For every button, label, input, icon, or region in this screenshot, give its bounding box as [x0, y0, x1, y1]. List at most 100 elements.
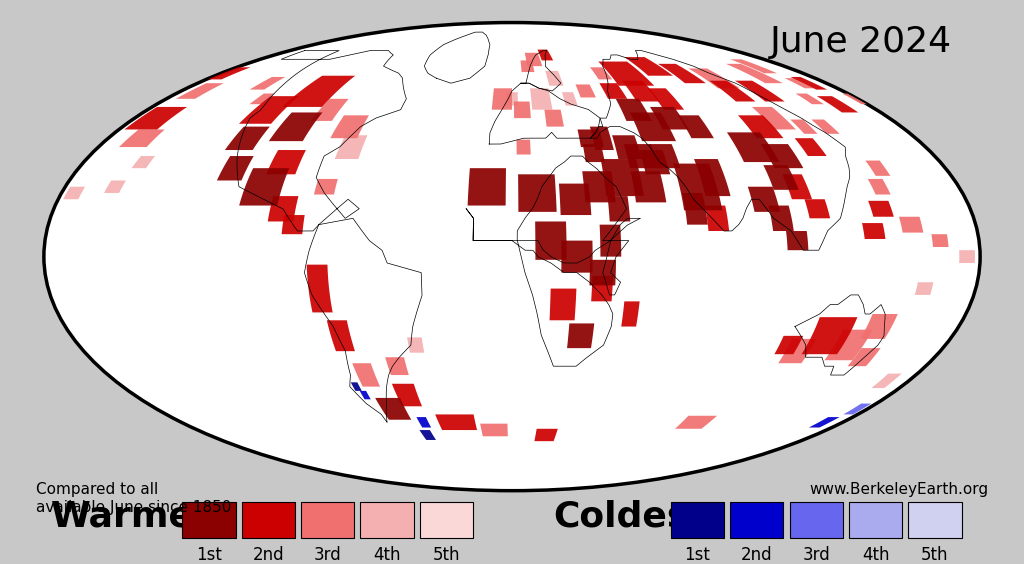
Text: 2nd: 2nd [253, 546, 284, 564]
Polygon shape [351, 382, 361, 391]
Polygon shape [784, 78, 815, 89]
Polygon shape [805, 199, 830, 218]
Polygon shape [848, 348, 881, 366]
FancyBboxPatch shape [182, 502, 236, 538]
Polygon shape [535, 429, 558, 441]
Polygon shape [809, 417, 840, 428]
Polygon shape [811, 120, 840, 134]
Polygon shape [774, 336, 803, 354]
Text: 5th: 5th [922, 546, 948, 564]
Polygon shape [567, 323, 594, 348]
Polygon shape [590, 126, 613, 150]
Polygon shape [612, 135, 642, 159]
Polygon shape [545, 71, 563, 86]
Polygon shape [630, 112, 676, 141]
Polygon shape [778, 339, 816, 363]
Polygon shape [590, 67, 612, 80]
Polygon shape [518, 174, 557, 212]
Polygon shape [639, 150, 671, 174]
Text: 1st: 1st [196, 546, 222, 564]
Polygon shape [435, 415, 477, 430]
Polygon shape [817, 96, 858, 112]
Polygon shape [738, 115, 783, 138]
Polygon shape [217, 156, 254, 180]
Polygon shape [385, 357, 409, 375]
Polygon shape [678, 115, 714, 138]
Polygon shape [768, 205, 794, 231]
FancyBboxPatch shape [301, 502, 354, 538]
Polygon shape [375, 398, 412, 420]
Polygon shape [647, 89, 684, 109]
Polygon shape [266, 150, 306, 174]
Polygon shape [119, 130, 165, 147]
Polygon shape [468, 168, 506, 205]
Polygon shape [842, 94, 867, 104]
Polygon shape [131, 156, 155, 168]
Polygon shape [624, 144, 658, 168]
Polygon shape [306, 265, 333, 312]
Polygon shape [688, 68, 739, 89]
Polygon shape [752, 107, 796, 130]
Polygon shape [598, 61, 654, 86]
Polygon shape [545, 109, 564, 126]
Polygon shape [125, 107, 187, 130]
Polygon shape [748, 187, 780, 212]
Polygon shape [562, 92, 578, 105]
Text: Coldest: Coldest [553, 499, 706, 534]
Polygon shape [550, 289, 577, 320]
Polygon shape [559, 184, 591, 215]
Polygon shape [480, 424, 508, 437]
Polygon shape [622, 81, 660, 102]
FancyBboxPatch shape [908, 502, 962, 538]
Text: Warmest: Warmest [51, 499, 233, 534]
FancyBboxPatch shape [849, 502, 902, 538]
Polygon shape [583, 144, 605, 162]
Polygon shape [650, 107, 689, 130]
Polygon shape [516, 140, 530, 155]
Polygon shape [782, 174, 812, 199]
Polygon shape [392, 384, 422, 406]
Polygon shape [601, 159, 644, 196]
Polygon shape [282, 76, 355, 107]
Polygon shape [631, 171, 667, 202]
Polygon shape [240, 168, 289, 205]
Polygon shape [710, 81, 756, 102]
Polygon shape [63, 187, 85, 199]
Polygon shape [514, 102, 530, 118]
Polygon shape [575, 85, 596, 98]
Polygon shape [310, 99, 349, 121]
Polygon shape [176, 83, 224, 99]
Polygon shape [208, 67, 251, 80]
Polygon shape [331, 115, 369, 138]
Polygon shape [860, 314, 898, 339]
FancyBboxPatch shape [242, 502, 295, 538]
Polygon shape [862, 223, 886, 239]
Polygon shape [871, 373, 902, 388]
FancyBboxPatch shape [420, 502, 473, 538]
Polygon shape [239, 96, 299, 124]
Polygon shape [705, 205, 729, 231]
Polygon shape [408, 337, 424, 352]
FancyBboxPatch shape [671, 502, 724, 538]
Polygon shape [867, 179, 891, 195]
Polygon shape [791, 120, 817, 134]
Text: 3rd: 3rd [313, 546, 342, 564]
Polygon shape [615, 99, 652, 121]
Polygon shape [417, 417, 431, 428]
Polygon shape [959, 250, 975, 263]
Polygon shape [578, 130, 604, 147]
Polygon shape [625, 57, 673, 76]
Polygon shape [583, 171, 615, 202]
FancyBboxPatch shape [360, 502, 414, 538]
Polygon shape [844, 404, 871, 415]
Polygon shape [104, 180, 126, 193]
Polygon shape [520, 60, 535, 72]
Text: June 2024: June 2024 [770, 25, 952, 59]
Text: 4th: 4th [374, 546, 400, 564]
Text: 4th: 4th [862, 546, 889, 564]
Text: 5th: 5th [433, 546, 460, 564]
Polygon shape [506, 92, 518, 105]
Polygon shape [420, 430, 436, 440]
Text: 3rd: 3rd [802, 546, 830, 564]
Polygon shape [538, 50, 553, 60]
